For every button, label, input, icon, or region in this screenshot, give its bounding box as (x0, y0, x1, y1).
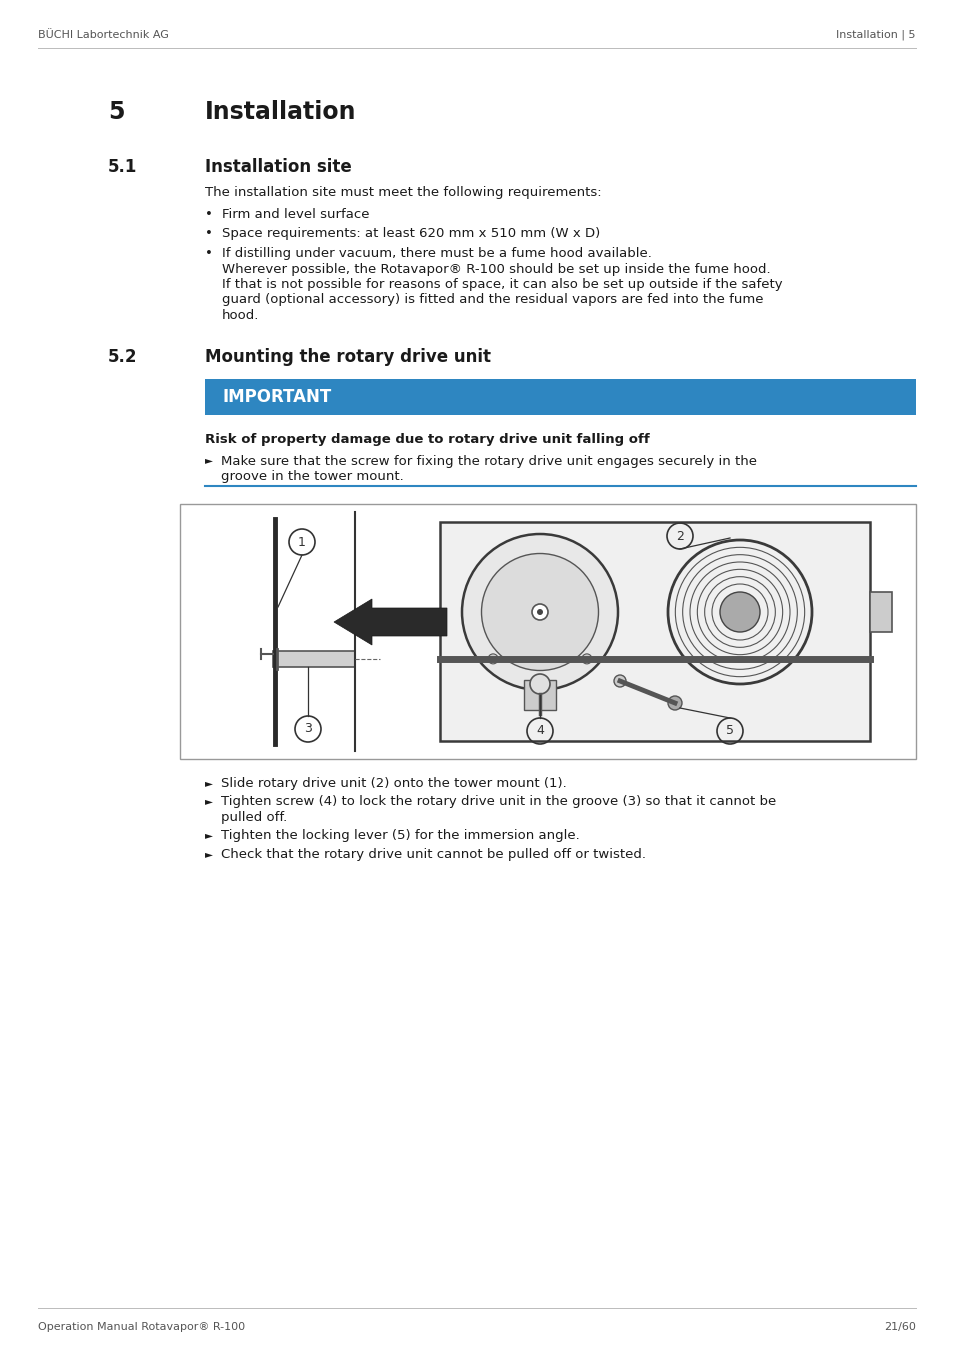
Circle shape (530, 674, 550, 694)
Text: 1: 1 (297, 536, 306, 548)
Text: 2: 2 (676, 529, 683, 543)
Text: 21/60: 21/60 (883, 1322, 915, 1332)
Bar (180, 504, 915, 759)
Text: BÜCHI Labortechnik AG: BÜCHI Labortechnik AG (38, 30, 169, 40)
Text: IMPORTANT: IMPORTANT (223, 387, 332, 405)
Text: 5: 5 (108, 100, 125, 124)
Text: •: • (205, 228, 213, 240)
Text: Risk of property damage due to rotary drive unit falling off: Risk of property damage due to rotary dr… (205, 432, 649, 446)
Circle shape (581, 653, 591, 664)
Text: ►: ► (205, 849, 213, 859)
Text: •: • (205, 247, 213, 261)
Circle shape (488, 653, 497, 664)
Text: ►: ► (205, 455, 213, 466)
Circle shape (537, 609, 542, 616)
Text: The installation site must meet the following requirements:: The installation site must meet the foll… (205, 186, 601, 198)
Text: If that is not possible for reasons of space, it can also be set up outside if t: If that is not possible for reasons of s… (222, 278, 781, 292)
Circle shape (667, 697, 681, 710)
Circle shape (614, 675, 625, 687)
Circle shape (461, 535, 618, 690)
Text: pulled off.: pulled off. (221, 811, 287, 824)
Text: Check that the rotary drive unit cannot be pulled off or twisted.: Check that the rotary drive unit cannot … (221, 848, 645, 861)
Bar (205, 378, 915, 414)
Text: Wherever possible, the Rotavapor® R-100 should be set up inside the fume hood.: Wherever possible, the Rotavapor® R-100 … (222, 262, 770, 275)
Text: Make sure that the screw for fixing the rotary drive unit engages securely in th: Make sure that the screw for fixing the … (221, 455, 757, 467)
Text: groove in the tower mount.: groove in the tower mount. (221, 470, 403, 483)
Text: Tighten the locking lever (5) for the immersion angle.: Tighten the locking lever (5) for the im… (221, 829, 579, 842)
Text: hood.: hood. (222, 309, 259, 323)
Text: •: • (205, 208, 213, 221)
FancyArrow shape (334, 599, 447, 645)
Text: Slide rotary drive unit (2) onto the tower mount (1).: Slide rotary drive unit (2) onto the tow… (221, 778, 566, 790)
Text: ►: ► (205, 796, 213, 806)
Text: Installation | 5: Installation | 5 (836, 30, 915, 40)
Bar (273, 651, 355, 667)
Circle shape (481, 554, 598, 671)
Text: Tighten screw (4) to lock the rotary drive unit in the groove (3) so that it can: Tighten screw (4) to lock the rotary dri… (221, 795, 776, 809)
Circle shape (532, 603, 547, 620)
Bar (523, 680, 556, 710)
Text: Mounting the rotary drive unit: Mounting the rotary drive unit (205, 348, 491, 366)
Text: 4: 4 (536, 725, 543, 737)
Circle shape (720, 593, 760, 632)
Text: 3: 3 (304, 722, 312, 736)
Text: If distilling under vacuum, there must be a fume hood available.: If distilling under vacuum, there must b… (222, 247, 651, 261)
Text: Installation: Installation (205, 100, 356, 124)
Text: Installation site: Installation site (205, 158, 352, 176)
Bar (439, 522, 869, 741)
Text: Operation Manual Rotavapor® R-100: Operation Manual Rotavapor® R-100 (38, 1322, 245, 1332)
Text: guard (optional accessory) is fitted and the residual vapors are fed into the fu: guard (optional accessory) is fitted and… (222, 293, 762, 306)
Text: 5.2: 5.2 (108, 348, 137, 366)
Text: Firm and level surface: Firm and level surface (222, 208, 369, 221)
Text: ►: ► (205, 830, 213, 841)
Bar (869, 593, 891, 632)
Text: 5.1: 5.1 (108, 158, 137, 176)
Text: Space requirements: at least 620 mm x 510 mm (W x D): Space requirements: at least 620 mm x 51… (222, 228, 599, 240)
Text: 5: 5 (725, 725, 733, 737)
Text: ►: ► (205, 778, 213, 788)
